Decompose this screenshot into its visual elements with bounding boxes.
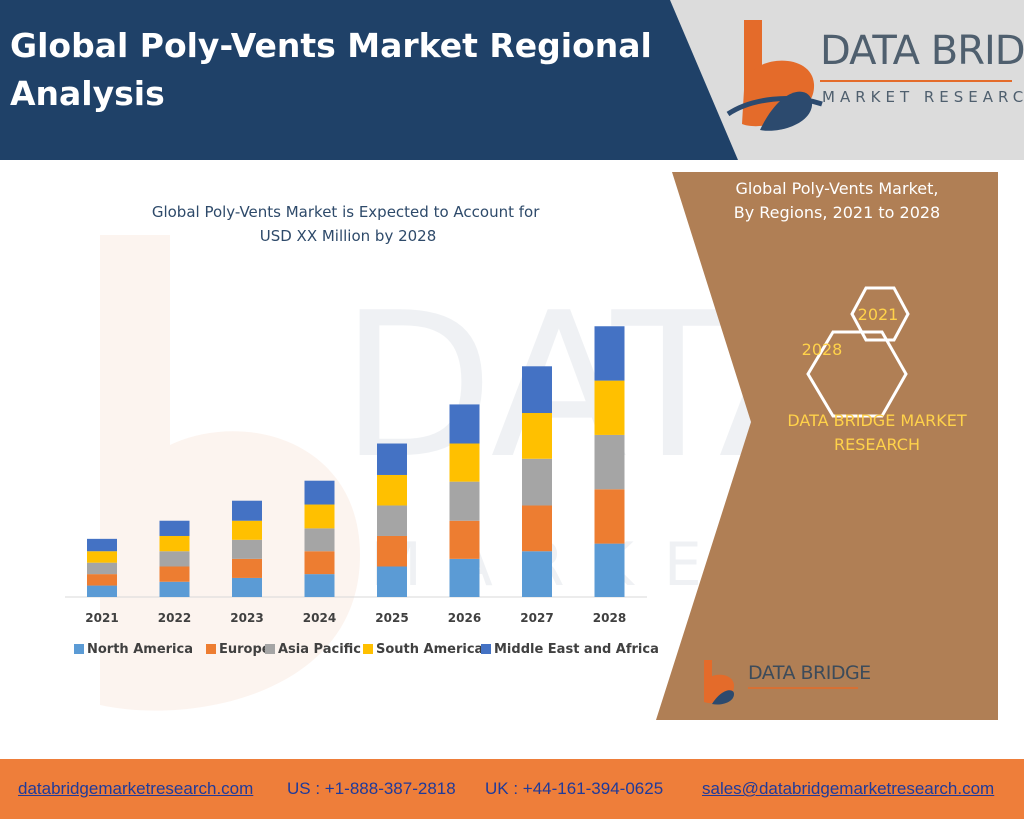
legend: North America Europe Asia Pacific South Ame…	[74, 642, 659, 657]
bar-2021-series-3	[87, 551, 117, 563]
header-title-band	[0, 0, 738, 160]
brand-name: DATA BRIDGE	[820, 28, 1024, 74]
bar-2024-series-2	[304, 528, 335, 552]
bar-2026-series-0	[449, 558, 480, 597]
hexagon-2021	[850, 286, 910, 342]
panel-logo-icon	[704, 660, 858, 705]
brand-tagline: MARKET RESEARCH	[822, 88, 1024, 106]
panel-title: Global Poly-Vents Market, By Regions, 20…	[733, 179, 941, 222]
bar-2023-series-0	[232, 577, 262, 597]
bar-2025-series-0	[377, 566, 407, 597]
legend-label-2: Asia Pacific	[278, 642, 361, 657]
bar-2026-series-4	[449, 404, 480, 444]
bar-2023-series-2	[232, 539, 262, 559]
legend-swatch-3	[363, 644, 373, 654]
hex-year-2028: 2028	[802, 340, 843, 359]
info-panel: 2021 2028	[656, 172, 998, 720]
x-tick-2022: 2022	[158, 611, 191, 625]
brand-divider	[820, 80, 1012, 82]
bar-2025-series-4	[377, 443, 407, 475]
bar-2021-series-1	[87, 574, 117, 586]
legend-swatch-0	[74, 644, 84, 654]
bar-2028-series-3	[594, 380, 625, 435]
bar-2022-series-0	[159, 581, 190, 597]
bar-2026-series-1	[449, 520, 480, 559]
email-link[interactable]: sales@databridgemarketresearch.com	[702, 779, 995, 798]
x-axis-tick-labels: 2021 2022 2023 2024 2025 2026 2027 2028	[85, 611, 626, 625]
chart-title: Global Poly-Vents Market is Expected to …	[152, 203, 544, 245]
bar-2027-series-0	[522, 551, 552, 597]
bar-2022-series-2	[159, 551, 190, 567]
chart-title-line-2: USD XX Million by 2028	[260, 227, 437, 245]
panel-brand-text: DATA BRIDGE MARKET RESEARCH	[787, 411, 967, 454]
legend-label-4: Middle East and Africa	[494, 642, 659, 657]
bar-2024-series-0	[304, 574, 335, 597]
us-phone: US : +1-888-387-2818	[287, 779, 456, 798]
bar-2028-series-2	[594, 434, 625, 490]
x-tick-2028: 2028	[593, 611, 626, 625]
page-title: Global Poly-Vents Market Regional Analys…	[10, 26, 652, 113]
bar-2021-series-0	[87, 585, 117, 597]
legend-label-3: South America	[376, 642, 483, 657]
bar-2023-series-3	[232, 520, 262, 540]
legend-label-0: North America	[87, 642, 193, 657]
x-tick-2023: 2023	[230, 611, 263, 625]
website-link[interactable]: databridgemarketresearch.com	[18, 779, 254, 798]
bar-2026-series-2	[449, 481, 480, 521]
legend-label-1: Europe	[219, 642, 271, 657]
bar-2023-series-4	[232, 500, 262, 521]
data-bridge-logo-icon	[726, 20, 823, 131]
hex-year-2021: 2021	[858, 305, 899, 324]
header-banner: Global Poly-Vents Market Regional Analys…	[0, 0, 1024, 160]
chart-title-line-1: Global Poly-Vents Market is Expected to …	[152, 203, 540, 221]
footer-bar: databridgemarketresearch.com US : +1-888…	[0, 759, 1024, 819]
stacked-bar-chart: Global Poly-Vents Market is Expected to …	[65, 203, 659, 657]
hexagon-2028	[806, 330, 908, 418]
x-tick-2025: 2025	[375, 611, 408, 625]
bar-2022-series-4	[159, 520, 190, 536]
bar-2025-series-3	[377, 474, 407, 506]
bar-2028-series-1	[594, 489, 625, 544]
legend-swatch-2	[265, 644, 275, 654]
bar-2023-series-1	[232, 558, 262, 578]
legend-swatch-1	[206, 644, 216, 654]
bar-2024-series-4	[304, 480, 335, 505]
bar-2024-series-3	[304, 504, 335, 529]
x-tick-2024: 2024	[303, 611, 336, 625]
bar-2024-series-1	[304, 551, 335, 575]
panel-logo-name: DATA BRIDGE	[748, 662, 871, 684]
bar-2027-series-1	[522, 505, 552, 552]
bar-2021-series-4	[87, 538, 117, 552]
bar-2028-series-4	[594, 326, 625, 381]
x-tick-2021: 2021	[85, 611, 118, 625]
x-tick-2026: 2026	[448, 611, 481, 625]
bar-2022-series-3	[159, 535, 190, 552]
bar-2027-series-4	[522, 366, 552, 414]
bar-2027-series-2	[522, 458, 552, 506]
bar-series	[87, 326, 625, 597]
uk-phone: UK : +44-161-394-0625	[485, 779, 664, 798]
bar-2026-series-3	[449, 443, 480, 482]
bar-2025-series-1	[377, 535, 407, 567]
bar-2025-series-2	[377, 505, 407, 536]
bar-2027-series-3	[522, 413, 552, 459]
bar-2022-series-1	[159, 566, 190, 582]
x-tick-2027: 2027	[520, 611, 553, 625]
legend-swatch-4	[481, 644, 491, 654]
bar-2021-series-2	[87, 562, 117, 575]
bar-2028-series-0	[594, 543, 625, 597]
